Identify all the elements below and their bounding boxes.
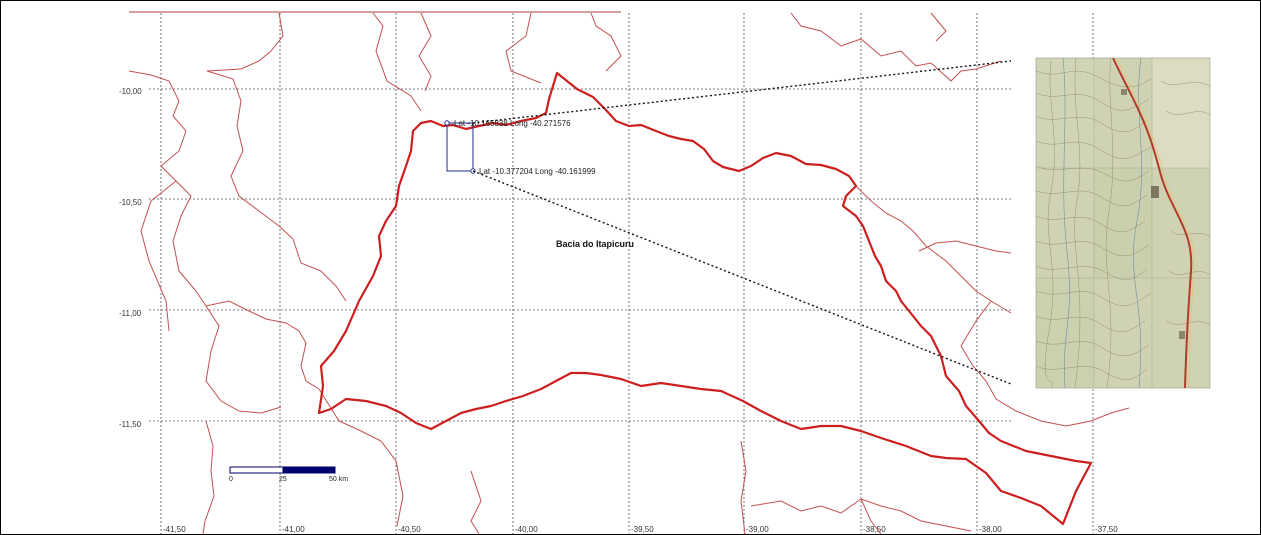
boundary-line xyxy=(318,388,404,527)
scale-label: 50 km xyxy=(329,476,348,483)
boundary-line xyxy=(790,12,1002,82)
projection-line xyxy=(472,60,1012,124)
boundary-line xyxy=(206,70,347,302)
lon-tick-label: -40,00 xyxy=(515,525,538,534)
lat-tick-label: -11,50 xyxy=(119,420,142,429)
boundary-line xyxy=(205,300,320,390)
boundary-line xyxy=(470,470,482,534)
lat-tick-label: -10,50 xyxy=(119,198,142,207)
lon-tick-label: -40,50 xyxy=(398,525,421,534)
boundary-line xyxy=(918,240,1012,254)
lon-tick-label: -39,00 xyxy=(746,525,769,534)
scale-label: 0 xyxy=(229,476,233,483)
boundary-line xyxy=(206,12,284,72)
graticule xyxy=(149,13,1094,534)
lat-tick-label: -10,00 xyxy=(119,87,142,96)
scale-segment-white xyxy=(229,466,284,474)
regional-boundaries xyxy=(128,12,1130,534)
longitude-labels: -41,50 -41,00 -40,50 -40,00 -39,50 -39,0… xyxy=(163,525,1118,534)
lon-tick-label: -37,50 xyxy=(1095,525,1118,534)
boundary-line xyxy=(855,185,927,247)
boundary-line xyxy=(925,245,1012,314)
lon-tick-label: -38,50 xyxy=(863,525,886,534)
boundary-line xyxy=(372,12,422,112)
lon-tick-label: -39,50 xyxy=(631,525,654,534)
nw-coordinate-label: Lat -10.165838 Long -40.271576 xyxy=(454,119,571,128)
inset-topographic-map[interactable] xyxy=(1035,57,1211,389)
lon-tick-label: -41,00 xyxy=(282,525,305,534)
inset-border xyxy=(1035,57,1211,389)
boundary-line xyxy=(202,420,215,534)
inset-road xyxy=(1112,58,1193,388)
scale-bar: 0 25 50 km xyxy=(229,466,348,483)
detail-area-rectangle[interactable] xyxy=(446,122,474,172)
boundary-line xyxy=(505,12,542,84)
latitude-labels: -10,00 -10,50 -11,00 -11,50 xyxy=(119,87,142,429)
boundary-line xyxy=(740,440,747,534)
inset-terrain xyxy=(1036,58,1210,388)
lon-tick-label: -41,50 xyxy=(163,525,186,534)
boundary-line xyxy=(960,300,1130,427)
projection-line xyxy=(472,170,1012,385)
basin-name-label: Bacia do Itapicuru xyxy=(556,239,634,249)
boundary-line xyxy=(930,12,947,42)
lon-tick-label: -38,00 xyxy=(979,525,1002,534)
boundary-line xyxy=(128,70,282,414)
basin-boundary xyxy=(317,71,1093,526)
scale-label: 25 xyxy=(279,476,287,483)
boundary-line xyxy=(860,498,882,534)
boundary-line xyxy=(140,180,177,332)
boundary-line xyxy=(418,12,432,92)
corner-point-marker[interactable] xyxy=(444,120,450,126)
boundary-line xyxy=(590,12,622,72)
lat-tick-label: -11,00 xyxy=(119,309,142,318)
se-coordinate-label: Lat -10.377204 Long -40.161999 xyxy=(479,167,596,176)
scale-segment-filled xyxy=(282,466,336,474)
